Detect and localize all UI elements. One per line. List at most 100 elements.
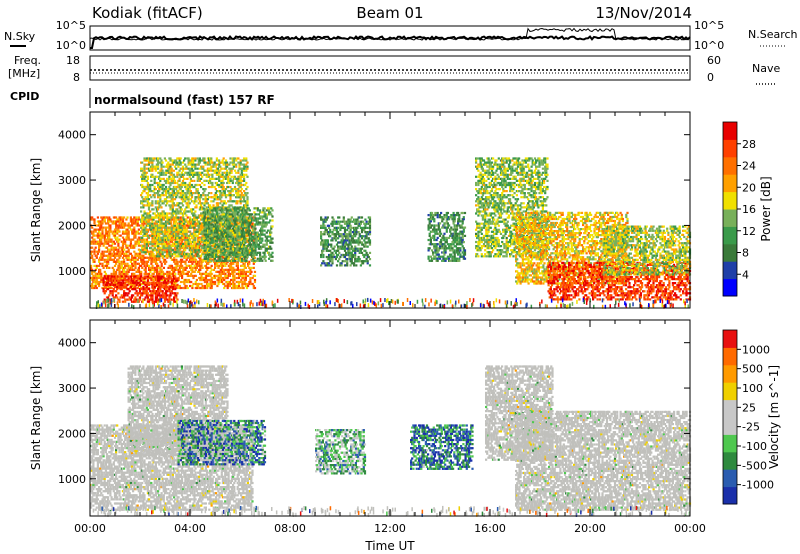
range-gate-cell xyxy=(173,188,175,190)
range-gate-cell xyxy=(128,233,130,235)
range-gate-cell xyxy=(248,261,250,263)
range-gate-cell xyxy=(205,164,207,166)
range-gate-cell xyxy=(166,233,168,235)
range-gate-cell xyxy=(137,294,139,296)
range-gate-cell xyxy=(197,157,199,159)
range-gate-cell xyxy=(229,281,231,283)
range-gate-cell xyxy=(214,164,216,166)
range-gate-cell xyxy=(122,251,124,253)
range-gate-cell xyxy=(238,271,240,273)
range-gate-cell xyxy=(190,190,192,192)
range-gate-cell xyxy=(172,231,174,233)
range-gate-cell xyxy=(122,301,124,303)
range-gate-cell xyxy=(242,159,244,161)
range-gate-cell xyxy=(128,271,130,273)
range-gate-cell xyxy=(231,170,233,172)
range-gate-cell xyxy=(175,188,177,190)
range-gate-cell xyxy=(136,243,138,245)
range-gate-cell xyxy=(253,267,255,269)
range-gate-cell xyxy=(177,190,179,192)
range-gate-cell xyxy=(124,267,126,269)
range-gate-cell xyxy=(175,219,177,221)
range-gate-cell xyxy=(158,229,160,231)
range-gate-cell xyxy=(192,159,194,161)
range-gate-cell xyxy=(160,172,162,174)
range-gate-cell xyxy=(176,208,178,210)
range-gate-cell xyxy=(173,296,175,298)
range-gate-cell xyxy=(206,287,208,289)
range-gate-cell xyxy=(143,168,145,170)
range-gate-cell xyxy=(199,172,201,174)
range-gate-cell xyxy=(177,255,179,257)
range-gate-cell xyxy=(98,261,100,263)
range-gate-cell xyxy=(215,275,217,277)
range-gate-cell xyxy=(166,278,168,280)
range-gate-cell xyxy=(167,239,169,241)
range-gate-cell xyxy=(114,229,116,231)
range-gate-cell xyxy=(233,275,235,277)
range-gate-cell xyxy=(172,249,174,251)
range-gate-cell xyxy=(181,247,183,249)
range-gate-cell xyxy=(184,164,186,166)
range-gate-cell xyxy=(143,166,145,168)
range-gate-cell xyxy=(207,240,209,242)
range-gate-cell xyxy=(208,250,210,252)
range-gate-cell xyxy=(254,279,256,281)
range-gate-cell xyxy=(171,170,173,172)
range-gate-cell xyxy=(179,285,181,287)
range-gate-cell xyxy=(129,227,131,229)
range-gate-cell xyxy=(136,290,138,292)
range-gate-cell xyxy=(115,294,117,296)
range-gate-cell xyxy=(202,267,204,269)
range-gate-cell xyxy=(93,253,95,255)
range-gate-cell xyxy=(195,204,197,206)
range-gate-cell xyxy=(101,231,103,233)
range-gate-cell xyxy=(181,219,183,221)
range-gate-cell xyxy=(106,233,108,235)
range-gate-cell xyxy=(188,255,190,257)
range-gate-cell xyxy=(124,299,126,301)
range-gate-cell xyxy=(145,251,147,253)
range-gate-cell xyxy=(212,283,214,285)
range-gate-cell xyxy=(100,216,102,218)
range-gate-cell xyxy=(146,273,148,275)
range-gate-cell xyxy=(191,168,193,170)
range-gate-cell xyxy=(232,168,234,170)
range-gate-cell xyxy=(190,281,192,283)
range-gate-cell xyxy=(165,186,167,188)
range-gate-cell xyxy=(207,248,209,250)
range-gate-cell xyxy=(91,227,93,229)
range-gate-cell xyxy=(179,275,181,277)
range-gate-cell xyxy=(168,251,170,253)
range-gate-cell xyxy=(198,263,200,265)
range-gate-cell xyxy=(169,206,171,208)
range-gate-cell xyxy=(186,186,188,188)
range-gate-cell xyxy=(91,257,93,259)
range-gate-cell xyxy=(149,225,151,227)
range-gate-cell xyxy=(143,170,145,172)
range-gate-cell xyxy=(132,220,134,222)
range-gate-cell xyxy=(235,287,237,289)
range-gate-cell xyxy=(163,210,165,212)
range-gate-cell xyxy=(240,198,242,200)
range-gate-cell xyxy=(122,218,124,220)
range-gate-cell xyxy=(174,292,176,294)
range-gate-cell xyxy=(164,273,166,275)
range-gate-cell xyxy=(208,213,210,215)
freq-tick-high: 18 xyxy=(66,54,80,67)
range-gate-cell xyxy=(113,288,115,290)
range-gate-cell xyxy=(169,157,171,159)
range-gate-cell xyxy=(142,200,144,202)
range-gate-cell xyxy=(132,259,134,261)
range-gate-cell xyxy=(245,164,247,166)
range-gate-cell xyxy=(191,285,193,287)
range-gate-cell xyxy=(146,245,148,247)
range-gate-cell xyxy=(179,159,181,161)
range-gate-cell xyxy=(237,269,239,271)
range-gate-cell xyxy=(232,190,234,192)
range-gate-cell xyxy=(163,194,165,196)
range-gate-cell xyxy=(122,237,124,239)
range-gate-cell xyxy=(170,294,172,296)
range-gate-cell xyxy=(130,286,132,288)
range-gate-cell xyxy=(154,267,156,269)
